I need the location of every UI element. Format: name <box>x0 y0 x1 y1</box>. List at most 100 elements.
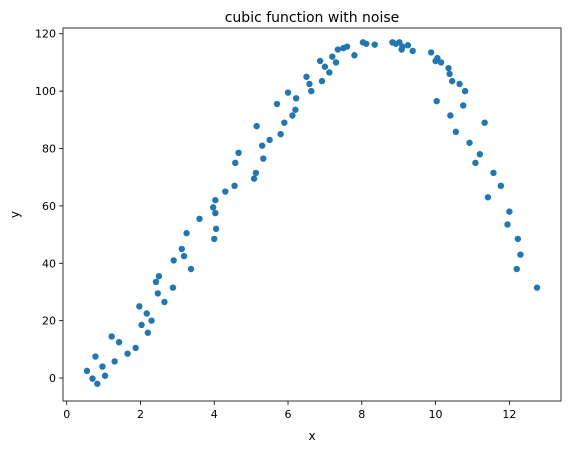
data-point <box>143 310 150 317</box>
data-point <box>183 229 190 237</box>
data-point <box>371 41 378 48</box>
data-point <box>490 169 497 177</box>
data-point <box>152 278 160 286</box>
data-point <box>273 100 281 108</box>
data-point <box>259 142 266 149</box>
data-point <box>321 63 329 70</box>
data-point <box>115 338 123 346</box>
data-point <box>351 52 358 59</box>
data-point <box>409 47 416 55</box>
data-point <box>136 303 143 310</box>
data-point <box>326 69 333 76</box>
data-point <box>187 265 195 273</box>
data-point <box>209 204 217 211</box>
data-point <box>533 284 541 291</box>
chart-title: cubic function with noise <box>225 10 400 26</box>
x-axis-ticks: 0 2 4 6 8 10 12 <box>63 401 516 421</box>
data-point <box>235 149 242 157</box>
data-point <box>253 122 260 130</box>
data-point <box>399 43 406 50</box>
data-point <box>292 95 300 102</box>
data-point <box>446 70 453 78</box>
data-point <box>92 353 99 360</box>
data-point <box>404 42 412 49</box>
data-point <box>460 102 467 109</box>
x-tick-label: 4 <box>211 408 218 421</box>
data-point <box>108 333 115 340</box>
data-point <box>99 363 106 370</box>
data-point <box>83 367 91 375</box>
data-point <box>180 252 188 260</box>
data-point <box>101 372 109 379</box>
data-point <box>155 272 163 280</box>
data-point <box>427 49 435 56</box>
x-tick-label: 12 <box>502 408 516 421</box>
data-point <box>124 350 131 357</box>
x-tick-label: 0 <box>63 408 70 421</box>
y-tick-label: 20 <box>42 315 56 328</box>
data-point <box>472 159 479 167</box>
data-point <box>292 106 299 113</box>
data-point <box>513 265 520 273</box>
data-point <box>212 209 219 217</box>
data-point <box>169 284 177 291</box>
data-point <box>433 97 440 105</box>
y-tick-label: 120 <box>35 28 56 41</box>
data-point <box>212 196 219 204</box>
y-tick-label: 100 <box>35 85 56 98</box>
data-point <box>484 194 492 201</box>
data-point <box>476 151 484 158</box>
y-tick-label: 60 <box>42 200 56 213</box>
data-point <box>170 257 177 264</box>
data-point <box>211 235 218 243</box>
data-point <box>178 245 185 253</box>
data-point <box>434 54 441 62</box>
data-point <box>232 159 239 167</box>
data-point <box>154 290 161 297</box>
data-point <box>89 375 96 382</box>
data-point <box>316 57 324 65</box>
y-tick-label: 0 <box>49 372 56 385</box>
x-tick-label: 2 <box>137 408 144 421</box>
data-point <box>94 380 101 387</box>
data-point <box>466 139 473 146</box>
plot-frame <box>62 27 562 402</box>
data-point <box>303 73 310 80</box>
data-point <box>504 221 511 228</box>
x-axis-label: x <box>308 429 315 443</box>
data-point <box>138 321 145 329</box>
data-point <box>332 59 340 66</box>
data-point <box>231 182 238 190</box>
data-point <box>148 317 155 324</box>
x-tick-label: 10 <box>429 408 443 421</box>
data-point <box>329 53 336 60</box>
data-point <box>461 87 469 95</box>
y-axis-label: y <box>8 211 22 218</box>
data-point <box>363 40 370 47</box>
data-point <box>452 128 460 136</box>
data-point <box>111 358 118 365</box>
data-point <box>132 344 139 352</box>
data-point <box>308 87 315 95</box>
data-point <box>343 43 351 50</box>
data-point <box>497 182 505 190</box>
y-tick-label: 40 <box>42 257 56 270</box>
data-point <box>437 59 445 66</box>
data-point <box>266 136 273 144</box>
data-point <box>334 46 342 53</box>
data-point <box>481 119 488 126</box>
data-point <box>144 329 152 336</box>
data-point <box>222 188 229 195</box>
y-tick-label: 80 <box>42 143 56 156</box>
data-point <box>456 80 463 88</box>
data-point <box>517 251 524 258</box>
data-point <box>260 155 267 162</box>
data-points <box>83 39 541 387</box>
data-point <box>318 77 326 85</box>
data-point <box>196 215 203 222</box>
data-point <box>284 89 292 96</box>
data-point <box>448 77 456 85</box>
x-tick-label: 6 <box>285 408 292 421</box>
data-point <box>506 208 513 215</box>
